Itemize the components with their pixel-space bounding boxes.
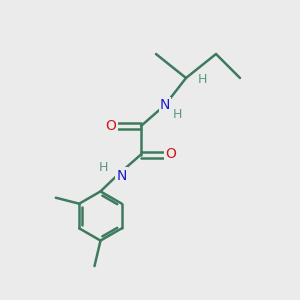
Text: H: H — [173, 107, 182, 121]
Text: N: N — [116, 169, 127, 182]
Text: N: N — [160, 98, 170, 112]
Text: H: H — [99, 160, 108, 174]
Text: O: O — [106, 119, 116, 133]
Text: O: O — [166, 148, 176, 161]
Text: H: H — [198, 73, 207, 86]
